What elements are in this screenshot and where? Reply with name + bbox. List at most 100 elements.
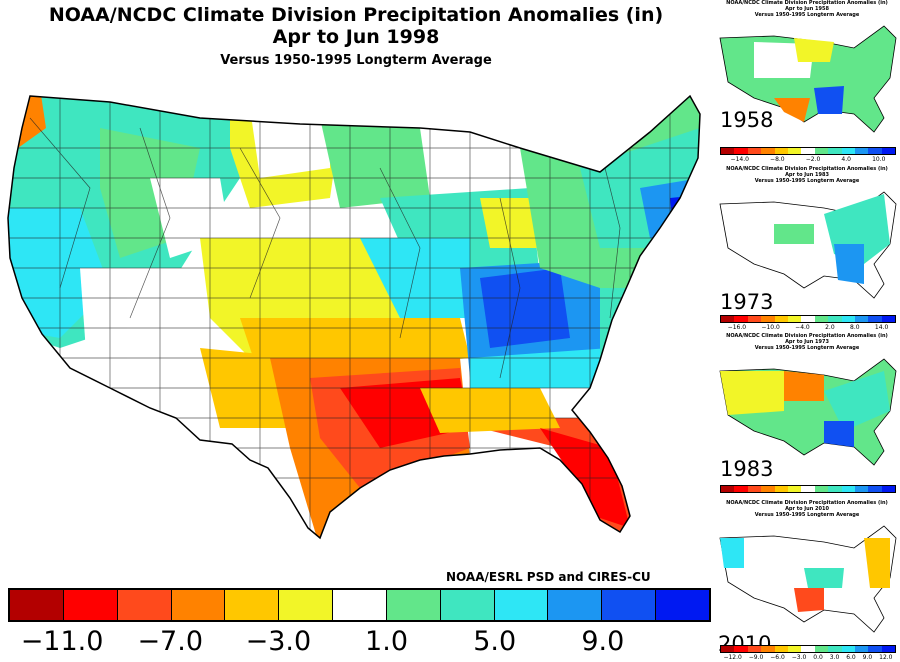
inset-color-swatch — [841, 646, 855, 652]
inset-color-swatch — [747, 148, 762, 154]
inset-year-label: 1973 — [720, 290, 774, 314]
inset-title: NOAA/NCDC Climate Division Precipitation… — [726, 166, 888, 184]
inset-tick-label: −3.0 — [791, 654, 807, 661]
inset-tick-label: 10.0 — [872, 156, 886, 163]
inset-tick-label: 2.0 — [825, 324, 835, 331]
inset-tick-label: 4.0 — [841, 156, 851, 163]
color-swatch — [225, 590, 280, 620]
inset-color-swatch — [814, 148, 829, 154]
inset-tick-label: 9.0 — [862, 654, 873, 661]
inset-color-swatch — [761, 486, 775, 492]
inset-tick-label: 0.0 — [813, 654, 823, 661]
inset-color-swatch — [868, 486, 882, 492]
inset-color-swatch — [828, 148, 842, 154]
inset-color-swatch — [721, 148, 735, 154]
color-swatch — [494, 590, 549, 620]
inset-color-scale — [720, 645, 896, 653]
inset-year-label: 1958 — [720, 108, 774, 132]
map-baseline: Versus 1950-1995 Longterm Average — [220, 53, 492, 68]
inset-color-swatch — [854, 316, 869, 322]
inset-color-swatch — [801, 646, 815, 652]
inset-map — [719, 525, 897, 633]
inset-tick-label: 3.0 — [829, 654, 840, 661]
color-swatch — [279, 590, 334, 620]
inset-color-scale — [720, 147, 896, 155]
inset-color-swatch — [828, 316, 842, 322]
scale-tick-label: 5.0 — [473, 626, 517, 657]
inset-color-swatch — [721, 486, 735, 492]
scale-tick-label: −7.0 — [137, 626, 203, 657]
inset-color-scale — [720, 315, 896, 323]
inset-color-swatch — [787, 486, 802, 492]
inset-color-swatch — [774, 486, 788, 492]
data-credit: NOAA/ESRL PSD and CIRES-CU — [446, 570, 651, 584]
color-swatch — [440, 590, 495, 620]
inset-color-swatch — [841, 486, 855, 492]
inset-year-label: 1983 — [720, 457, 774, 481]
inset-tick-label: −16.0 — [727, 324, 747, 331]
inset-color-swatch — [761, 316, 775, 322]
color-swatch — [333, 590, 387, 620]
inset-color-swatch — [854, 646, 869, 652]
color-swatch — [10, 590, 64, 620]
inset-color-swatch — [734, 148, 748, 154]
color-swatch — [656, 590, 709, 620]
inset-color-swatch — [814, 646, 829, 652]
inset-color-swatch — [881, 148, 896, 154]
color-scale-bar — [8, 588, 711, 622]
inset-color-swatch — [747, 316, 762, 322]
inset-tick-label: −14.0 — [730, 156, 749, 163]
inset-tick-label: −2.0 — [805, 156, 821, 163]
inset-color-swatch — [747, 486, 762, 492]
inset-color-swatch — [854, 148, 869, 154]
inset-title: NOAA/NCDC Climate Division Precipitation… — [726, 333, 888, 351]
inset-color-swatch — [734, 316, 748, 322]
inset-map — [719, 191, 897, 299]
inset-color-swatch — [868, 148, 882, 154]
inset-tick-label: −8.0 — [770, 156, 785, 163]
inset-color-swatch — [734, 646, 748, 652]
inset-color-swatch — [734, 486, 748, 492]
inset-color-swatch — [854, 486, 869, 492]
inset-color-swatch — [761, 646, 775, 652]
inset-1983: NOAA/NCDC Climate Division Precipitation… — [714, 333, 900, 498]
inset-color-swatch — [787, 148, 802, 154]
inset-color-swatch — [787, 646, 802, 652]
inset-color-swatch — [787, 316, 802, 322]
color-swatch — [602, 590, 657, 620]
color-swatch — [548, 590, 603, 620]
inset-color-swatch — [881, 316, 896, 322]
main-precipitation-map — [7, 95, 701, 539]
scale-tick-label: 9.0 — [581, 626, 625, 657]
inset-color-swatch — [814, 486, 829, 492]
inset-tick-label: 12.0 — [879, 654, 893, 661]
color-swatch — [386, 590, 441, 620]
inset-tick-label: −12.0 — [723, 654, 742, 661]
inset-2010: NOAA/NCDC Climate Division Precipitation… — [714, 500, 900, 662]
inset-color-swatch — [801, 486, 815, 492]
inset-tick-label: 14.0 — [874, 324, 889, 331]
inset-map — [719, 358, 897, 466]
inset-color-scale — [720, 485, 896, 493]
scale-tick-label: 1.0 — [365, 626, 409, 657]
inset-color-swatch — [868, 646, 882, 652]
inset-ticks-1958: −14.0 −8.0 −2.0 4.0 10.0 — [720, 156, 896, 163]
inset-color-swatch — [801, 316, 815, 322]
inset-color-swatch — [814, 316, 829, 322]
scale-tick-label: −3.0 — [245, 626, 312, 657]
inset-tick-label: 8.0 — [850, 324, 860, 331]
inset-color-swatch — [721, 316, 735, 322]
inset-color-swatch — [881, 486, 896, 492]
map-title: NOAA/NCDC Climate Division Precipitation… — [48, 4, 664, 26]
inset-title: NOAA/NCDC Climate Division Precipitation… — [726, 0, 888, 18]
color-swatch — [63, 590, 118, 620]
color-swatch — [117, 590, 172, 620]
inset-tick-label: −9.0 — [748, 654, 764, 661]
inset-tick-label: −6.0 — [770, 654, 785, 661]
inset-color-swatch — [747, 646, 762, 652]
inset-ticks-1973: −16.0 −10.0 −4.0 2.0 8.0 14.0 — [720, 324, 896, 331]
inset-title: NOAA/NCDC Climate Division Precipitation… — [726, 500, 888, 518]
inset-color-swatch — [881, 646, 896, 652]
map-period: Apr to Jun 1998 — [272, 26, 440, 48]
inset-color-swatch — [828, 486, 842, 492]
